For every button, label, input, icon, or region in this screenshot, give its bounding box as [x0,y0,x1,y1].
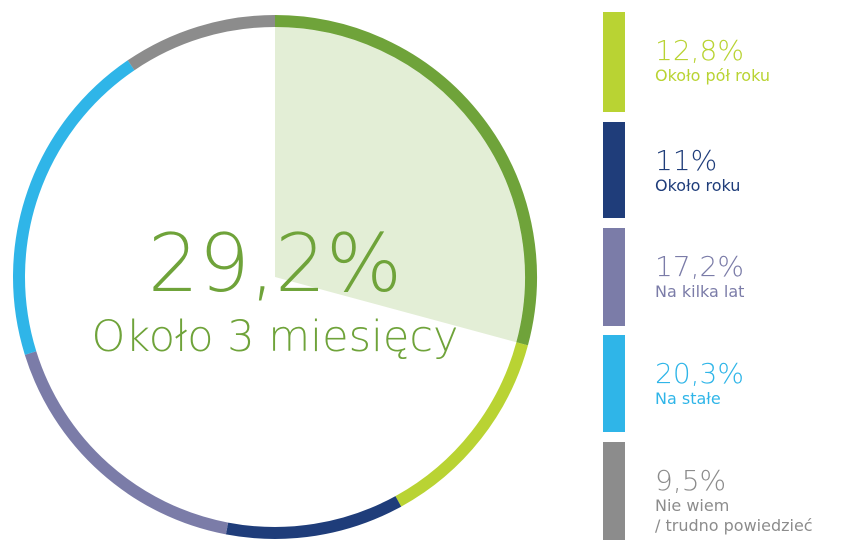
legend-swatch [603,228,625,326]
legend-value: 12,8% [655,34,744,67]
legend-swatch [603,335,625,432]
legend-item: 17,2% Na kilka lat [603,228,850,326]
donut-segment [127,15,276,71]
center-label: Około 3 miesięcy [91,312,459,362]
legend-item: 20,3% Na stałe [603,335,850,432]
legend-swatch [603,122,625,218]
legend-label: Na kilka lat [655,282,745,301]
donut-segment [24,351,229,535]
donut-segment [225,496,402,539]
legend-swatch [603,442,625,540]
legend-label: Około roku [655,176,741,195]
legend-value: 20,3% [655,357,744,390]
legend-label: Nie wiem / trudno powiedzieć [655,496,813,535]
legend-label: Około pół roku [655,66,771,85]
highlight-wedge [275,27,525,343]
legend-value: 17,2% [655,250,744,283]
legend-item: 11% Około roku [603,122,850,218]
legend-value: 9,5% [655,464,727,497]
donut-segment [274,15,537,346]
donut-segment [13,60,135,355]
legend-label: Na stałe [655,389,721,408]
center-value: 29,2% [147,217,403,310]
donut-segment [395,342,528,507]
legend-value: 11% [655,144,718,177]
legend-swatch [603,12,625,112]
legend-item: 9,5% Nie wiem / trudno powiedzieć [603,442,850,540]
legend-item: 12,8% Około pół roku [603,12,850,112]
